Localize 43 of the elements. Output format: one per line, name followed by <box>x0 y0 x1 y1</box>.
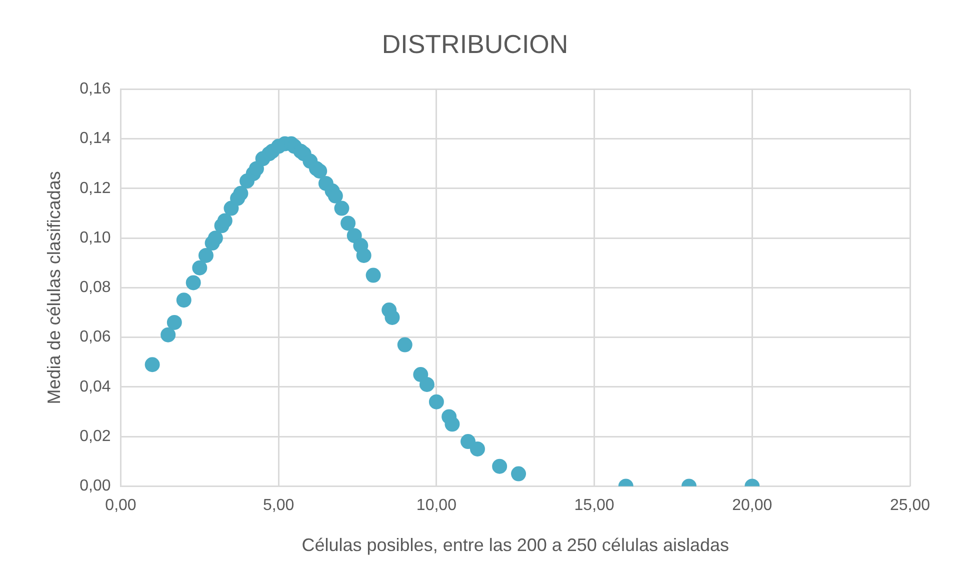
y-tick-label: 0,10 <box>80 229 111 246</box>
x-axis-title: Células posibles, entre las 200 a 250 células aisladas <box>302 535 730 556</box>
y-tick-label: 0,06 <box>80 328 111 346</box>
point <box>166 314 182 330</box>
point <box>217 213 232 228</box>
point <box>444 416 460 432</box>
point <box>356 248 372 263</box>
point <box>160 327 176 342</box>
x-tick-label: 5,00 <box>263 497 294 514</box>
x-tick-label: 0,00 <box>105 497 136 514</box>
point <box>384 310 400 325</box>
point <box>233 186 248 201</box>
point <box>186 275 201 290</box>
y-tick-label: 0,00 <box>80 478 111 495</box>
point <box>198 248 214 263</box>
point <box>492 458 508 474</box>
y-axis-title: Media de células clasificadas <box>44 171 64 404</box>
point <box>366 268 381 283</box>
point <box>328 188 343 204</box>
point <box>334 200 350 216</box>
y-tick-label: 0,12 <box>80 180 111 197</box>
point <box>144 357 160 372</box>
point <box>460 434 476 450</box>
point <box>397 337 412 352</box>
x-tick-label: 15,00 <box>574 497 614 514</box>
y-tick-label: 0,02 <box>80 428 111 445</box>
chart-title: DISTRIBUCION <box>382 28 568 59</box>
y-tick-label: 0,08 <box>80 279 111 296</box>
point <box>340 216 356 231</box>
y-tick-label: 0,14 <box>80 130 111 148</box>
y-tick-label: 0,16 <box>80 80 111 98</box>
point <box>312 164 328 179</box>
point <box>208 230 223 246</box>
point <box>470 441 485 456</box>
x-tick-label: 10,00 <box>416 497 457 514</box>
x-tick-label: 25,00 <box>890 497 930 514</box>
x-tick-label: 20,00 <box>732 497 772 514</box>
point <box>511 466 526 482</box>
point <box>192 260 208 276</box>
point <box>176 292 192 308</box>
point <box>428 394 444 410</box>
point <box>419 376 434 392</box>
y-tick-label: 0,04 <box>80 378 111 396</box>
